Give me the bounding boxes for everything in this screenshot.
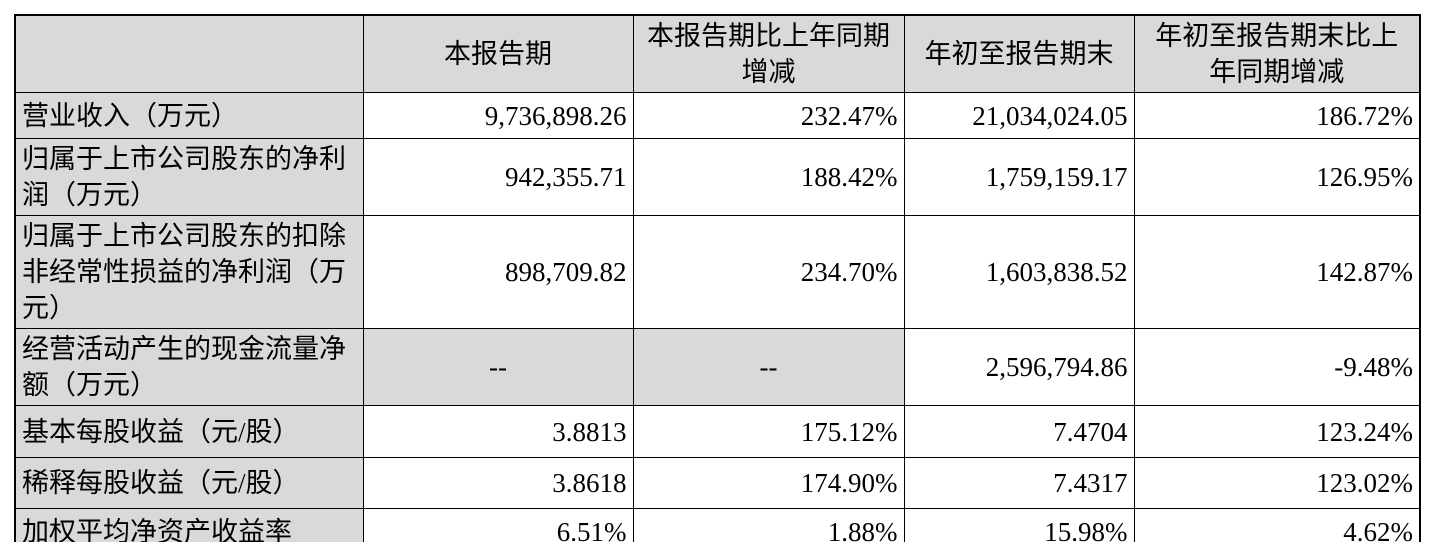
cell-value: 1.88% — [632, 508, 905, 542]
table-row-operating-revenue: 营业收入（万元） 9,736,898.26 232.47% 21,034,024… — [14, 92, 1421, 139]
cell-value: 21,034,024.05 — [903, 92, 1135, 139]
cell-value: 188.42% — [632, 138, 905, 216]
cell-value: -9.48% — [1133, 328, 1421, 406]
row-label: 归属于上市公司股东的净利 润（万元） — [14, 138, 364, 216]
cell-value: 6.51% — [362, 508, 634, 542]
financial-summary-table: 本报告期 本报告期比上年同期 增减 年初至报告期末 年初至报告期末比上 年同期增… — [14, 14, 1421, 542]
cell-value: 3.8618 — [362, 457, 634, 509]
row-label: 基本每股收益（元/股） — [14, 405, 364, 458]
cell-value: 1,603,838.52 — [903, 215, 1135, 329]
table-row-weighted-average-roe: 加权平均净资产收益率 6.51% 1.88% 15.98% 4.62% — [14, 508, 1421, 542]
cell-value: 234.70% — [632, 215, 905, 329]
cell-value: 9,736,898.26 — [362, 92, 634, 139]
column-header-current-period-yoy-change: 本报告期比上年同期 增减 — [632, 14, 905, 93]
cell-value: 142.87% — [1133, 215, 1421, 329]
row-label: 营业收入（万元） — [14, 92, 364, 139]
cell-value: 15.98% — [903, 508, 1135, 542]
cell-value: -- — [632, 328, 905, 406]
cell-value: 123.24% — [1133, 405, 1421, 458]
cell-value: 3.8813 — [362, 405, 634, 458]
cell-value: 7.4317 — [903, 457, 1135, 509]
table-row-basic-eps: 基本每股收益（元/股） 3.8813 175.12% 7.4704 123.24… — [14, 405, 1421, 458]
cell-value: 7.4704 — [903, 405, 1135, 458]
cell-value: 898,709.82 — [362, 215, 634, 329]
row-label: 经营活动产生的现金流量净 额（万元） — [14, 328, 364, 406]
cell-value: 175.12% — [632, 405, 905, 458]
table-row-net-profit-excl-nonrecurring: 归属于上市公司股东的扣除 非经常性损益的净利润（万 元） 898,709.82 … — [14, 215, 1421, 329]
cell-value: 174.90% — [632, 457, 905, 509]
column-header-current-period: 本报告期 — [362, 14, 634, 93]
cell-value: -- — [362, 328, 634, 406]
column-header-empty — [14, 14, 364, 93]
cell-value: 942,355.71 — [362, 138, 634, 216]
header-row: 本报告期 本报告期比上年同期 增减 年初至报告期末 年初至报告期末比上 年同期增… — [14, 14, 1421, 93]
cell-value: 232.47% — [632, 92, 905, 139]
table-row-net-profit: 归属于上市公司股东的净利 润（万元） 942,355.71 188.42% 1,… — [14, 138, 1421, 216]
table-row-diluted-eps: 稀释每股收益（元/股） 3.8618 174.90% 7.4317 123.02… — [14, 457, 1421, 509]
row-label: 加权平均净资产收益率 — [14, 508, 364, 542]
cell-value: 186.72% — [1133, 92, 1421, 139]
cell-value: 4.62% — [1133, 508, 1421, 542]
cell-value: 1,759,159.17 — [903, 138, 1135, 216]
column-header-year-to-date: 年初至报告期末 — [903, 14, 1135, 93]
cell-value: 123.02% — [1133, 457, 1421, 509]
row-label: 稀释每股收益（元/股） — [14, 457, 364, 509]
row-label: 归属于上市公司股东的扣除 非经常性损益的净利润（万 元） — [14, 215, 364, 329]
cell-value: 2,596,794.86 — [903, 328, 1135, 406]
cell-value: 126.95% — [1133, 138, 1421, 216]
table-row-operating-cash-flow: 经营活动产生的现金流量净 额（万元） -- -- 2,596,794.86 -9… — [14, 328, 1421, 406]
column-header-year-to-date-yoy-change: 年初至报告期末比上 年同期增减 — [1133, 14, 1421, 93]
